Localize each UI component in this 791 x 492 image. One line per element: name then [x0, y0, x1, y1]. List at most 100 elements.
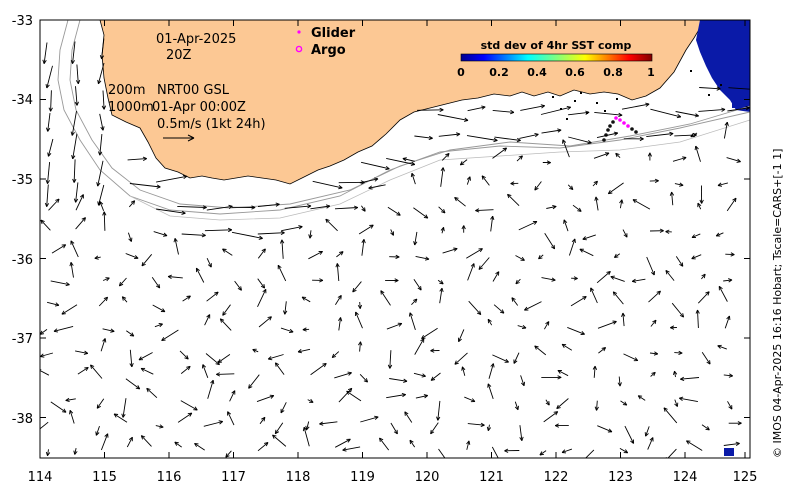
- current-vector-head: [649, 152, 653, 157]
- current-vector: [414, 338, 425, 355]
- current-vector: [389, 378, 408, 382]
- current-vector: [562, 139, 570, 158]
- current-vector: [280, 327, 294, 333]
- current-vector-head: [358, 341, 361, 346]
- current-vector: [43, 42, 48, 64]
- current-vector-head: [163, 232, 168, 237]
- current-vector: [699, 87, 721, 90]
- current-vector: [567, 326, 585, 335]
- current-vector: [303, 427, 310, 447]
- current-vector-head: [396, 214, 401, 216]
- current-vector: [75, 217, 86, 230]
- current-vector-head: [103, 105, 107, 110]
- current-vector-head: [395, 254, 400, 258]
- colorbar-tick: 0.6: [565, 66, 585, 79]
- current-vector-head: [658, 290, 661, 296]
- current-vector-head: [94, 255, 99, 259]
- current-vector-head: [118, 281, 121, 287]
- current-vector: [671, 191, 674, 206]
- current-vector-head: [81, 217, 86, 220]
- current-vector-head: [510, 111, 515, 115]
- current-vector-head: [76, 101, 79, 106]
- current-vector-head: [606, 270, 611, 273]
- current-vector-head: [678, 352, 683, 356]
- current-vector-head: [594, 406, 597, 411]
- current-vector-head: [612, 291, 615, 296]
- current-vector: [331, 351, 340, 358]
- current-vector: [511, 297, 519, 306]
- current-vector-head: [413, 241, 416, 246]
- current-vector-head: [97, 201, 99, 206]
- current-vector-head: [695, 113, 699, 117]
- current-vector-head: [128, 238, 132, 242]
- current-vector: [680, 377, 700, 380]
- current-vector: [122, 398, 127, 418]
- current-vector-head: [389, 364, 393, 369]
- current-vector-head: [521, 256, 525, 261]
- argo-label: Argo: [311, 43, 346, 58]
- current-vector: [513, 352, 520, 364]
- colorbar: std dev of 4hr SST comp 0 0.2 0.4 0.6 0.…: [457, 39, 655, 79]
- current-vector: [387, 206, 401, 216]
- current-vector-head: [297, 349, 302, 353]
- current-vector-head: [466, 176, 471, 180]
- current-vector-head: [335, 263, 338, 268]
- current-vector-head: [374, 415, 379, 418]
- current-vector-head: [65, 284, 70, 287]
- current-vector-head: [398, 323, 403, 327]
- current-vector: [359, 301, 361, 309]
- current-vector-head: [510, 183, 515, 186]
- current-vector-head: [411, 161, 416, 165]
- current-vector-head: [102, 338, 106, 342]
- current-vector-head: [212, 380, 215, 385]
- current-vector-head: [357, 304, 361, 309]
- current-vector-head: [454, 196, 459, 199]
- current-vector-head: [43, 60, 47, 64]
- current-vector-head: [162, 308, 166, 312]
- current-vector: [438, 206, 446, 214]
- x-tick-label: 118: [286, 470, 311, 485]
- current-vector: [534, 345, 547, 356]
- current-vector: [180, 400, 198, 411]
- current-vector-head: [659, 228, 664, 232]
- current-vector-head: [159, 426, 164, 429]
- current-vector-head: [196, 267, 200, 271]
- current-vector: [590, 287, 598, 304]
- current-vector-head: [654, 351, 659, 355]
- current-vector-head: [634, 357, 639, 361]
- current-vector-head: [563, 219, 565, 224]
- current-vector-head: [267, 356, 272, 360]
- current-vector-head: [476, 312, 481, 316]
- current-vector-head: [478, 265, 481, 270]
- current-vector-head: [161, 336, 165, 341]
- current-vector: [336, 263, 340, 282]
- current-vector-head: [403, 378, 408, 382]
- current-vector-head: [280, 230, 285, 234]
- current-vector-head: [101, 55, 105, 60]
- current-vector-head: [679, 314, 684, 318]
- current-vector-head: [679, 397, 683, 401]
- current-vector-head: [695, 309, 698, 314]
- current-vector: [194, 443, 205, 451]
- current-vector: [620, 400, 628, 406]
- current-vector-head: [305, 425, 308, 430]
- current-vector: [151, 276, 161, 289]
- current-vector-head: [251, 205, 256, 208]
- current-vector-head: [581, 461, 585, 462]
- current-vector-head: [608, 271, 611, 276]
- current-vector: [155, 425, 164, 428]
- current-vector-head: [100, 126, 104, 131]
- current-vector: [75, 194, 84, 211]
- current-vector-head: [146, 388, 149, 393]
- current-vector-head: [417, 287, 422, 291]
- current-vector-head: [347, 438, 351, 443]
- current-vector: [390, 422, 398, 435]
- current-vector-head: [555, 411, 559, 416]
- current-vector-head: [174, 441, 178, 446]
- current-vector-head: [682, 156, 687, 158]
- current-vector: [361, 205, 366, 212]
- current-vector-head: [302, 329, 307, 332]
- current-vector-head: [80, 194, 84, 198]
- current-vector-head: [99, 151, 103, 156]
- current-vector-head: [361, 208, 366, 212]
